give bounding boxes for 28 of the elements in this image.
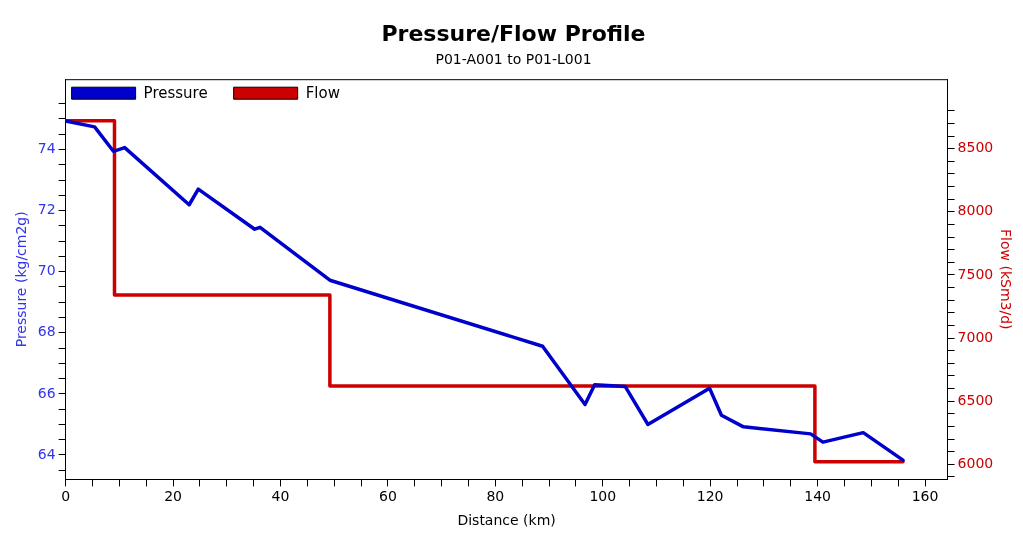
chart-subtitle: P01-A001 to P01-L001 xyxy=(435,51,592,68)
y-tick-label: 64 xyxy=(37,445,56,462)
x-tick-label: 160 xyxy=(911,488,939,505)
y2-tick-label: 6000 xyxy=(957,454,994,471)
legend-label: Flow xyxy=(305,84,340,103)
x-tick-label: 100 xyxy=(589,488,617,505)
x-tick-label: 0 xyxy=(61,488,71,505)
x-tick-label: 60 xyxy=(378,488,397,505)
y2-tick-label: 7500 xyxy=(957,265,994,282)
x-tick-label: 20 xyxy=(164,488,182,505)
y-tick-label: 70 xyxy=(37,262,56,279)
x-tick-label: 140 xyxy=(804,488,831,505)
y2-tick-label: 7000 xyxy=(957,328,994,345)
x-axis-title: Distance (km) xyxy=(457,512,556,529)
y2-tick-label: 8000 xyxy=(957,202,994,219)
y2-tick-label: 8500 xyxy=(957,139,994,156)
y-tick-label: 72 xyxy=(37,201,56,218)
x-tick-label: 80 xyxy=(486,488,505,505)
x-tick-label: 40 xyxy=(271,488,290,505)
y2-tick-label: 6500 xyxy=(957,391,994,408)
x-tick-label: 120 xyxy=(696,488,724,505)
y-tick-label: 74 xyxy=(37,140,56,157)
y-axis-title: Pressure (kg/cm2g) xyxy=(13,211,30,348)
y-tick-label: 66 xyxy=(37,384,56,401)
chart-title: Pressure/Flow Profile xyxy=(381,20,646,46)
legend-label: Pressure xyxy=(143,84,208,103)
y2-axis-title: Flow (kSm3/d) xyxy=(997,229,1014,330)
y-tick-label: 68 xyxy=(37,323,56,340)
